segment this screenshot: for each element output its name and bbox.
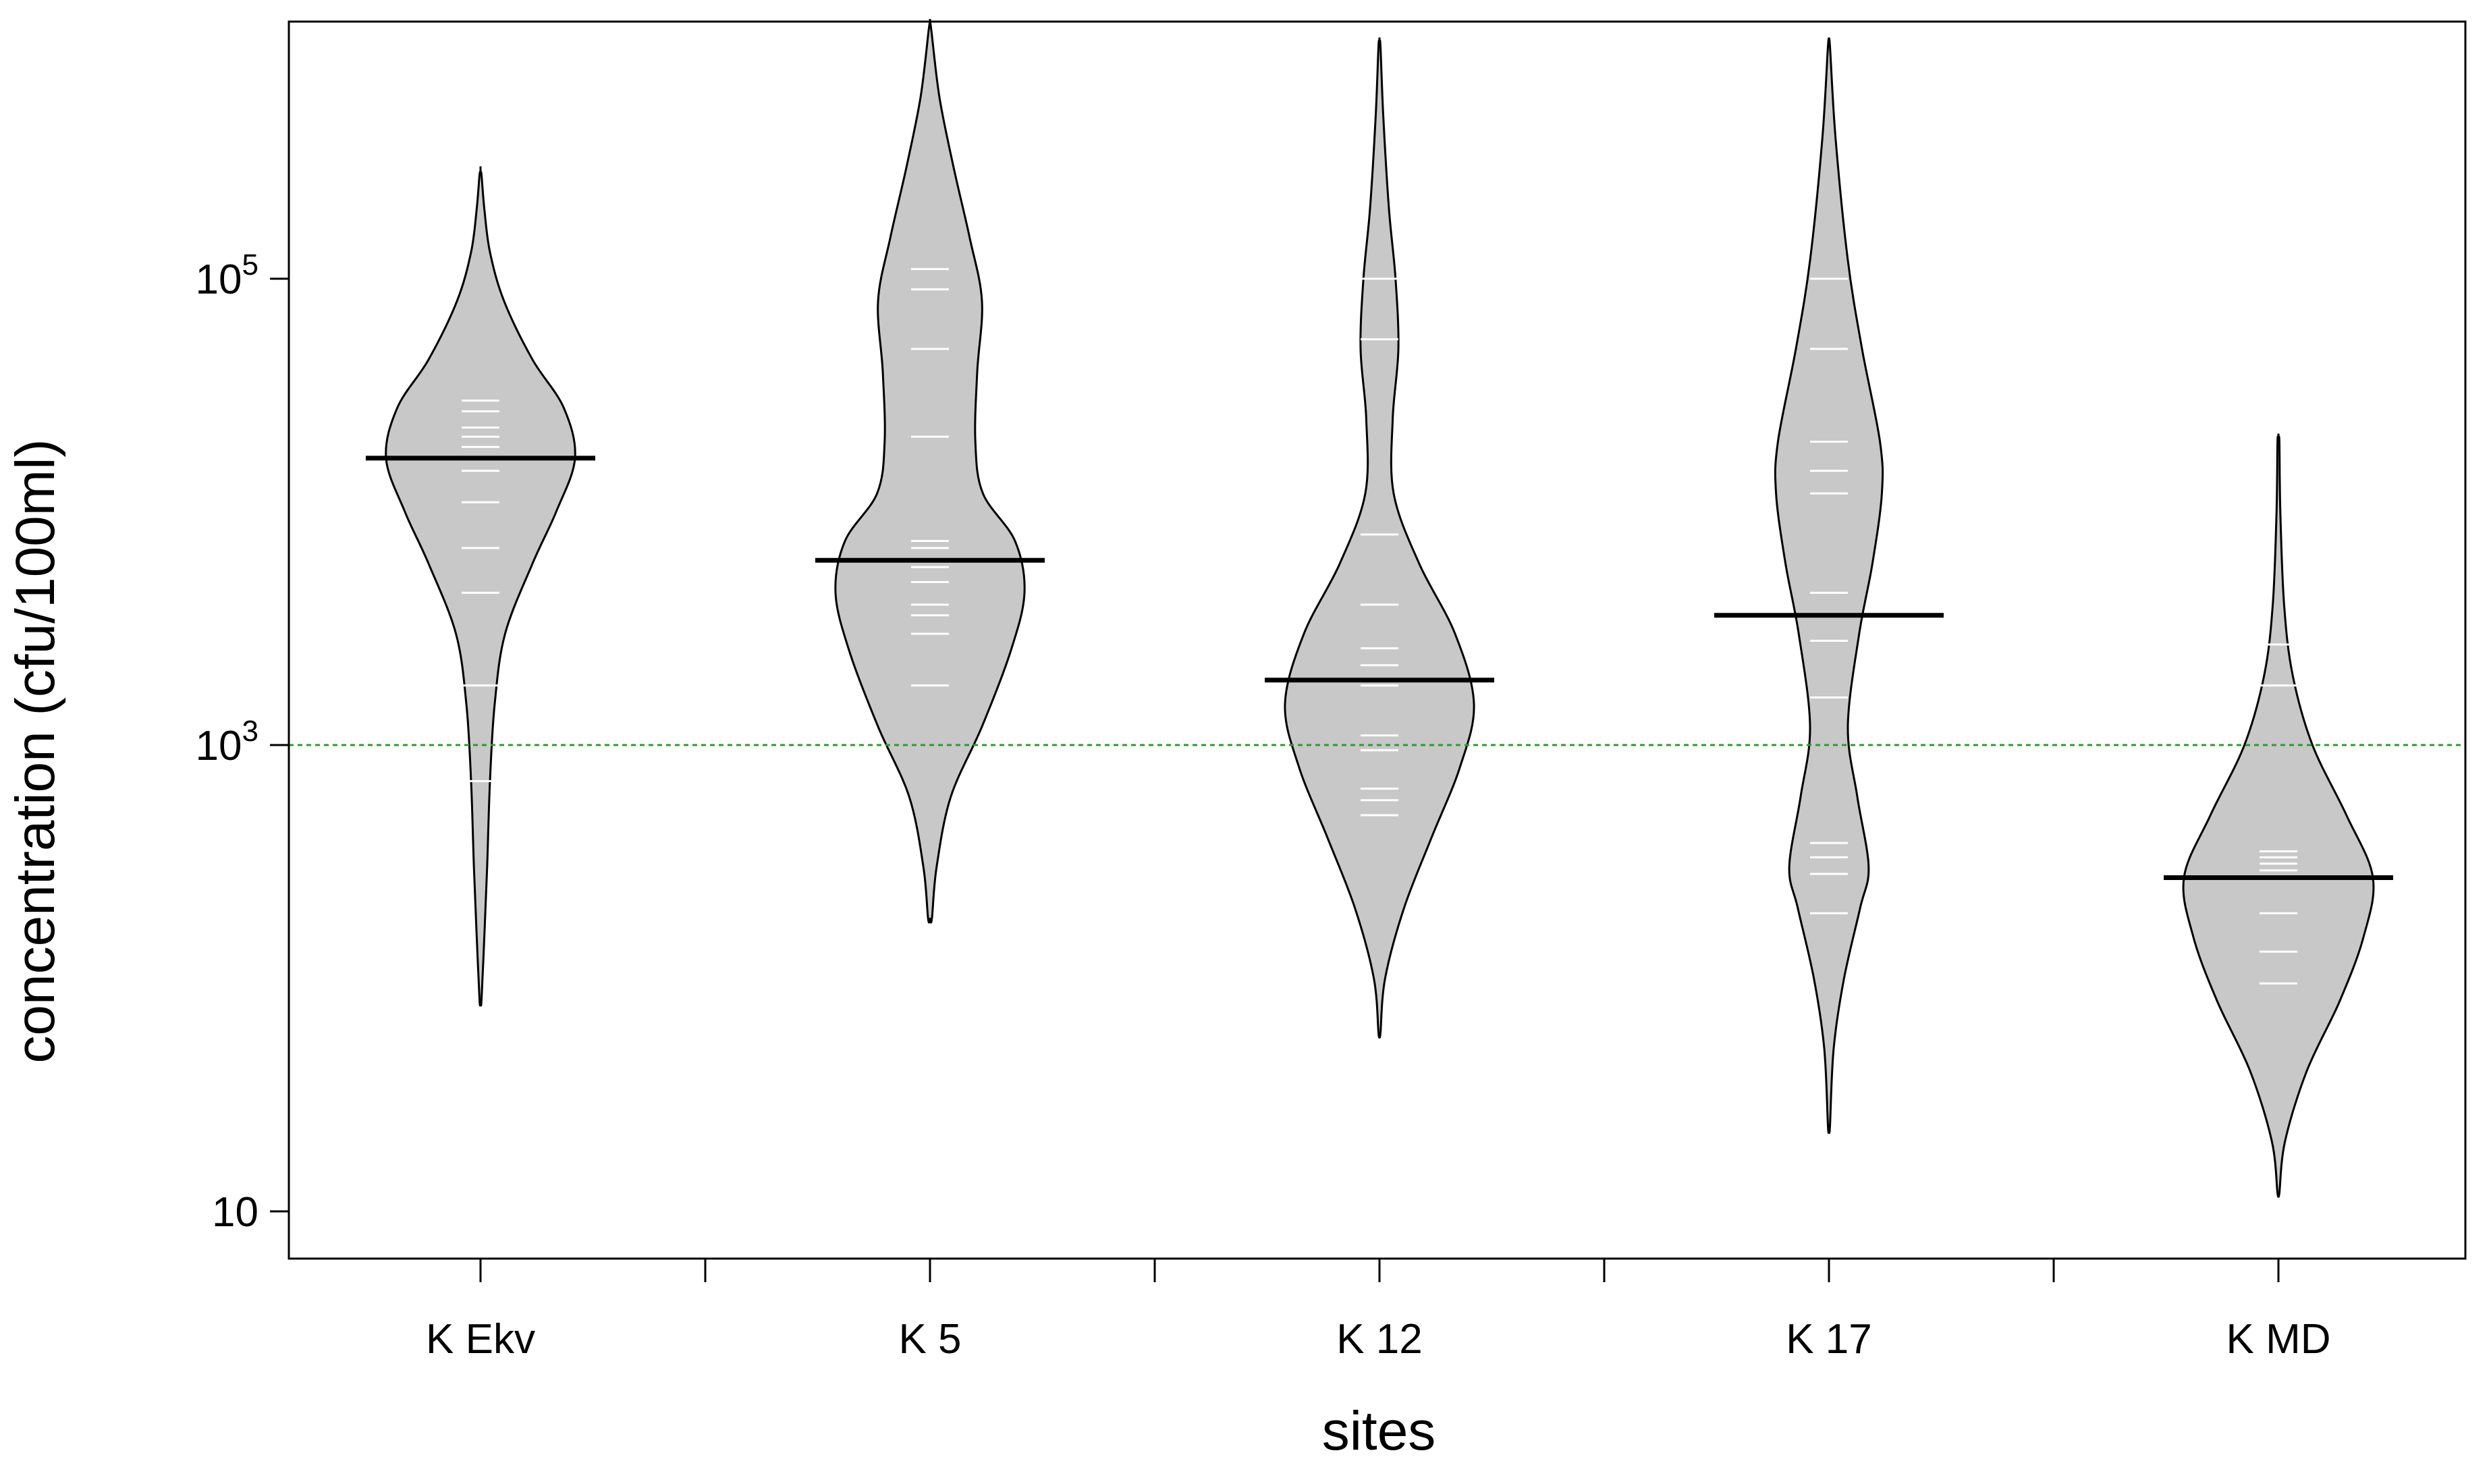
bean-k-12 — [1284, 37, 1475, 1039]
bean-k-md — [2182, 433, 2375, 1198]
plot-frame — [288, 20, 2467, 1260]
x-tick-label: K MD — [2226, 1316, 2331, 1363]
axis-layer: 10 103 105 K Ekv K 5 K 12 K 17 K MD — [196, 248, 2331, 1363]
beans-layer — [385, 19, 2375, 1198]
x-axis-title: sites — [1322, 1400, 1436, 1462]
median-layer — [366, 456, 2393, 880]
y-axis-title: concentration (cfu/100ml) — [5, 439, 66, 1063]
y-tick-label: 105 — [196, 248, 258, 303]
x-tick-label: K Ekv — [426, 1316, 535, 1363]
bean-outline — [834, 21, 1026, 924]
bean-outline — [1774, 37, 1884, 1134]
x-tick-label: K 12 — [1336, 1316, 1423, 1363]
bean-outline — [2182, 435, 2375, 1198]
bean-outline — [385, 171, 576, 1007]
bean-k-5 — [834, 19, 1026, 924]
x-tick-label: K 5 — [898, 1316, 961, 1363]
x-tick-label: K 17 — [1786, 1316, 1872, 1363]
bean-outline — [1284, 39, 1475, 1039]
y-tick-label: 103 — [196, 715, 258, 769]
bean-k-ekv — [385, 166, 576, 1007]
y-tick-label: 10 — [212, 1189, 258, 1236]
bean-k-17 — [1774, 37, 1884, 1134]
